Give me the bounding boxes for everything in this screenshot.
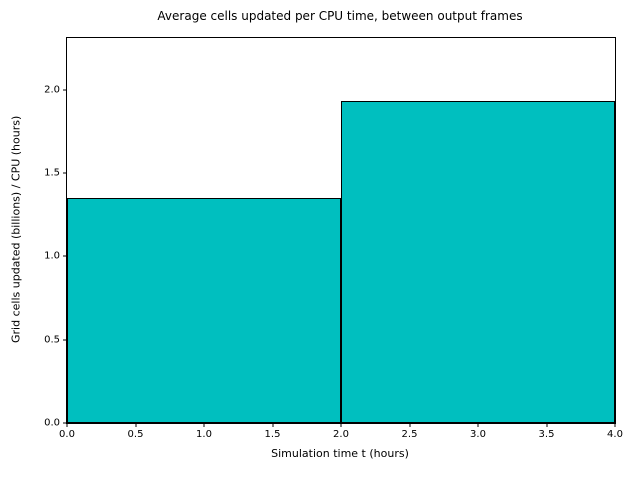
x-axis-tick bbox=[546, 423, 547, 427]
x-axis-tick-label: 1.5 bbox=[264, 429, 281, 440]
x-axis-tick-label: 2.5 bbox=[401, 429, 418, 440]
x-axis-tick bbox=[135, 423, 136, 427]
x-axis-tick-label: 4.0 bbox=[607, 429, 623, 440]
x-axis-label: Simulation time t (hours) bbox=[271, 447, 409, 460]
y-axis-tick-label: 1.0 bbox=[44, 250, 60, 262]
y-axis-tick-label: 1.5 bbox=[44, 167, 60, 179]
y-axis-tick bbox=[63, 422, 67, 424]
x-axis-tick-label: 0.5 bbox=[127, 429, 144, 440]
x-axis-tick bbox=[203, 423, 205, 427]
bars-layer bbox=[67, 38, 615, 423]
plot-area: 0.0 0.5 1.0 1.5 2.0 2.5 3.0 3.5 4.0 0.0 0.5 1.0 1.5 2… bbox=[44, 37, 623, 440]
y-axis-label: Grid cells updated (billions) / CPU (hou… bbox=[9, 115, 23, 344]
y-axis-tick bbox=[63, 339, 67, 341]
x-axis-tick bbox=[272, 423, 273, 427]
x-axis-tick-label: 3.0 bbox=[470, 429, 486, 440]
x-axis-tick-label: 0.0 bbox=[59, 429, 75, 440]
y-axis-tick bbox=[63, 89, 67, 91]
y-axis-tick bbox=[63, 255, 67, 257]
y-axis-tick-label: 2.0 bbox=[44, 84, 60, 96]
x-axis-tick-label: 2.0 bbox=[333, 429, 349, 440]
x-axis-tick bbox=[477, 423, 479, 427]
y-axis-tick-label: 0.5 bbox=[44, 334, 60, 346]
x-axis-tick-label: 1.0 bbox=[196, 429, 212, 440]
bar bbox=[67, 198, 341, 423]
x-axis-tick bbox=[614, 423, 616, 427]
y-axis-tick bbox=[63, 172, 67, 174]
y-axis-tick-label: 0.0 bbox=[44, 417, 60, 429]
chart-title: Average cells updated per CPU time, betw… bbox=[157, 9, 523, 23]
x-axis-tick-label: 3.5 bbox=[538, 429, 555, 440]
x-axis-tick bbox=[66, 423, 68, 427]
bar bbox=[341, 101, 615, 423]
x-axis-tick bbox=[409, 423, 410, 427]
x-axis-tick bbox=[340, 423, 342, 427]
